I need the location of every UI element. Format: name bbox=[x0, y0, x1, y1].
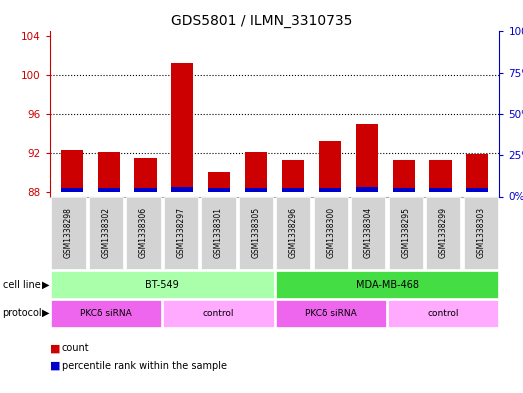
Text: PKCδ siRNA: PKCδ siRNA bbox=[305, 309, 357, 318]
Bar bbox=[172, 187, 194, 192]
Bar bbox=[319, 188, 341, 192]
Bar bbox=[282, 188, 304, 192]
Bar bbox=[393, 160, 415, 192]
Bar bbox=[245, 152, 267, 192]
Bar bbox=[429, 188, 451, 192]
Text: GSM1338300: GSM1338300 bbox=[326, 207, 335, 259]
Text: GSM1338304: GSM1338304 bbox=[364, 207, 373, 259]
Text: ■: ■ bbox=[50, 343, 60, 353]
Bar bbox=[282, 160, 304, 192]
Bar bbox=[356, 187, 378, 192]
Bar bbox=[356, 124, 378, 192]
Text: cell line: cell line bbox=[3, 279, 40, 290]
Bar bbox=[393, 188, 415, 192]
Text: GSM1338298: GSM1338298 bbox=[64, 208, 73, 258]
Text: PKCδ siRNA: PKCδ siRNA bbox=[80, 309, 132, 318]
Text: GSM1338299: GSM1338299 bbox=[439, 208, 448, 258]
Text: GSM1338296: GSM1338296 bbox=[289, 208, 298, 258]
Bar bbox=[172, 64, 194, 192]
Bar bbox=[319, 141, 341, 192]
Bar bbox=[61, 150, 83, 192]
Text: GSM1338305: GSM1338305 bbox=[252, 207, 260, 259]
Bar bbox=[429, 160, 451, 192]
Text: GSM1338295: GSM1338295 bbox=[401, 208, 410, 258]
Text: MDA-MB-468: MDA-MB-468 bbox=[356, 279, 418, 290]
Bar bbox=[208, 188, 230, 192]
Text: GDS5801 / ILMN_3310735: GDS5801 / ILMN_3310735 bbox=[171, 14, 352, 28]
Bar bbox=[134, 188, 156, 192]
Bar bbox=[98, 188, 120, 192]
Text: control: control bbox=[202, 309, 234, 318]
Bar bbox=[61, 188, 83, 192]
Bar bbox=[245, 188, 267, 192]
Text: ▶: ▶ bbox=[42, 308, 50, 318]
Text: GSM1338301: GSM1338301 bbox=[214, 208, 223, 258]
Text: GSM1338302: GSM1338302 bbox=[101, 208, 110, 258]
Bar bbox=[467, 188, 488, 192]
Text: ▶: ▶ bbox=[42, 279, 50, 290]
Text: percentile rank within the sample: percentile rank within the sample bbox=[62, 361, 226, 371]
Bar bbox=[134, 158, 156, 192]
Bar bbox=[467, 154, 488, 192]
Text: BT-549: BT-549 bbox=[145, 279, 179, 290]
Text: control: control bbox=[427, 309, 459, 318]
Text: GSM1338297: GSM1338297 bbox=[176, 208, 185, 258]
Bar bbox=[98, 152, 120, 192]
Text: GSM1338306: GSM1338306 bbox=[139, 207, 148, 259]
Text: count: count bbox=[62, 343, 89, 353]
Text: protocol: protocol bbox=[3, 308, 42, 318]
Text: ■: ■ bbox=[50, 361, 60, 371]
Text: GSM1338303: GSM1338303 bbox=[476, 207, 485, 259]
Bar bbox=[208, 172, 230, 192]
